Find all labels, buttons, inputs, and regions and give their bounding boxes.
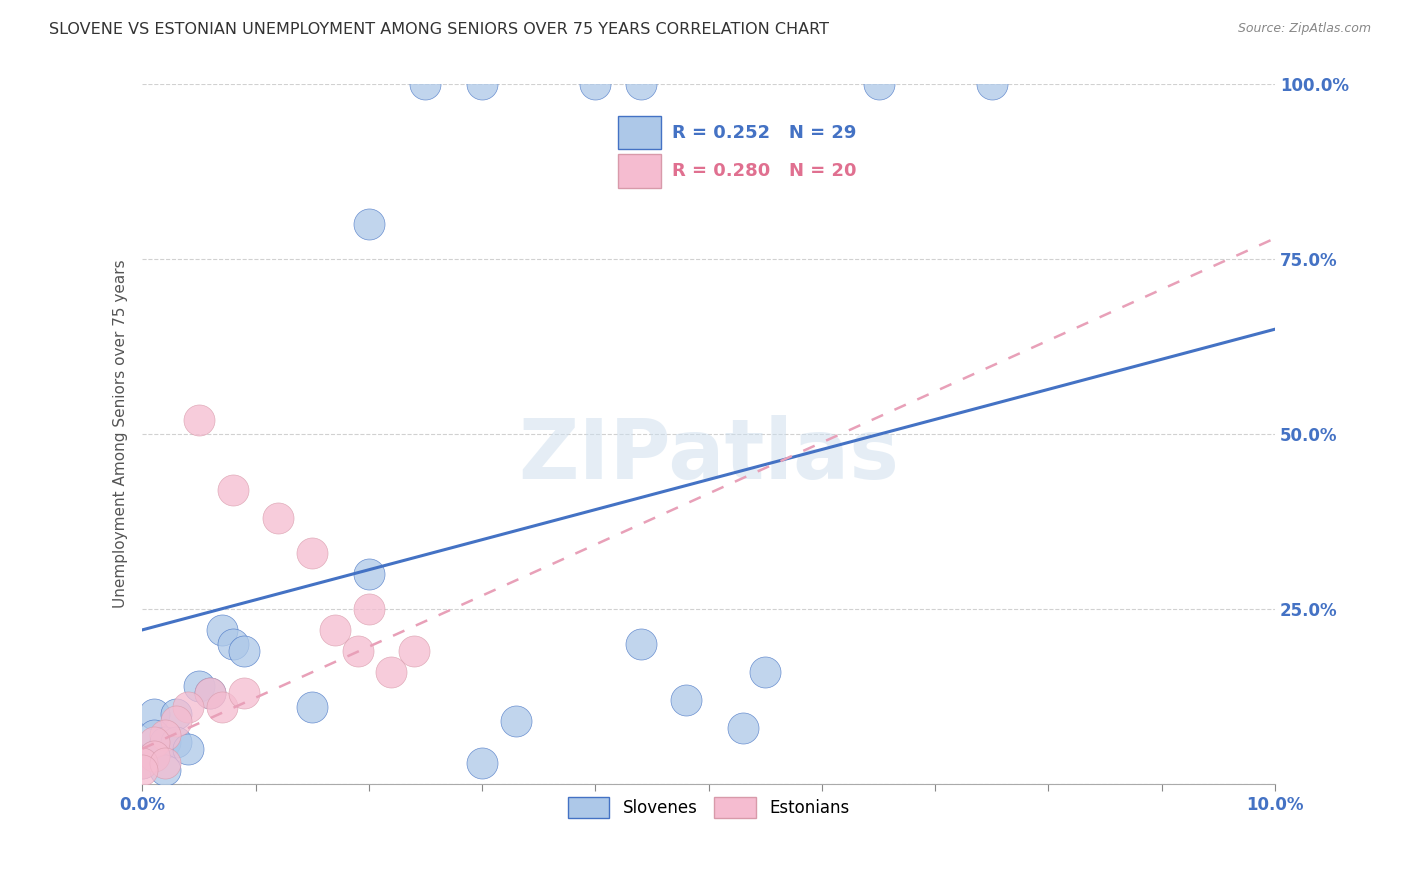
Estonians	[187, 413, 209, 427]
Estonians	[176, 699, 198, 714]
Estonians	[404, 644, 426, 658]
Slovenes	[211, 623, 233, 637]
Slovenes	[142, 748, 165, 763]
Slovenes	[187, 679, 209, 693]
Estonians	[323, 623, 346, 637]
Slovenes	[142, 706, 165, 721]
Estonians	[153, 756, 176, 770]
Slovenes	[200, 686, 222, 700]
Slovenes	[357, 566, 380, 581]
Estonians	[301, 546, 323, 560]
Bar	[619, 154, 661, 188]
Slovenes	[505, 714, 527, 728]
Slovenes	[301, 699, 323, 714]
Estonians	[142, 748, 165, 763]
Estonians	[380, 665, 402, 679]
Text: SLOVENE VS ESTONIAN UNEMPLOYMENT AMONG SENIORS OVER 75 YEARS CORRELATION CHART: SLOVENE VS ESTONIAN UNEMPLOYMENT AMONG S…	[49, 22, 830, 37]
Text: R = 0.280   N = 20: R = 0.280 N = 20	[672, 162, 856, 180]
Estonians	[200, 686, 222, 700]
Estonians	[211, 699, 233, 714]
Estonians	[222, 483, 245, 497]
Slovenes	[176, 741, 198, 756]
Slovenes	[471, 78, 494, 92]
Slovenes	[222, 637, 245, 651]
Estonians	[267, 511, 290, 525]
Estonians	[153, 728, 176, 742]
Estonians	[346, 644, 368, 658]
Slovenes	[868, 78, 890, 92]
Slovenes	[142, 728, 165, 742]
Estonians	[131, 756, 153, 770]
Legend: Slovenes, Estonians: Slovenes, Estonians	[561, 790, 856, 824]
Estonians	[357, 602, 380, 616]
Slovenes	[754, 665, 776, 679]
Slovenes	[471, 756, 494, 770]
Estonians	[165, 714, 187, 728]
Slovenes	[153, 735, 176, 749]
Slovenes	[980, 78, 1002, 92]
Slovenes	[415, 78, 437, 92]
Bar	[619, 116, 661, 150]
Text: Source: ZipAtlas.com: Source: ZipAtlas.com	[1237, 22, 1371, 36]
Slovenes	[357, 217, 380, 231]
Y-axis label: Unemployment Among Seniors over 75 years: Unemployment Among Seniors over 75 years	[114, 260, 128, 608]
Slovenes	[153, 763, 176, 777]
Slovenes	[630, 78, 652, 92]
Slovenes	[583, 78, 606, 92]
Text: R = 0.252   N = 29: R = 0.252 N = 29	[672, 124, 856, 142]
Slovenes	[131, 756, 153, 770]
Estonians	[131, 763, 153, 777]
Slovenes	[675, 693, 697, 707]
Slovenes	[233, 644, 256, 658]
Slovenes	[630, 637, 652, 651]
Estonians	[233, 686, 256, 700]
Slovenes	[731, 721, 754, 735]
Slovenes	[165, 706, 187, 721]
Estonians	[142, 735, 165, 749]
Text: ZIPatlas: ZIPatlas	[519, 415, 898, 496]
Slovenes	[165, 735, 187, 749]
